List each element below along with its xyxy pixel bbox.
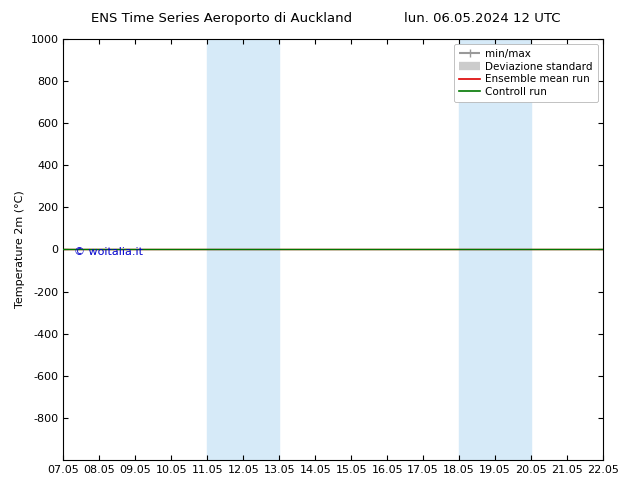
Text: lun. 06.05.2024 12 UTC: lun. 06.05.2024 12 UTC <box>404 12 560 25</box>
Bar <box>459 39 531 460</box>
Legend: min/max, Deviazione standard, Ensemble mean run, Controll run: min/max, Deviazione standard, Ensemble m… <box>454 44 598 102</box>
Y-axis label: Temperature 2m (°C): Temperature 2m (°C) <box>15 191 25 308</box>
Text: © woitalia.it: © woitalia.it <box>74 247 143 257</box>
Bar <box>207 39 279 460</box>
Text: ENS Time Series Aeroporto di Auckland: ENS Time Series Aeroporto di Auckland <box>91 12 353 25</box>
